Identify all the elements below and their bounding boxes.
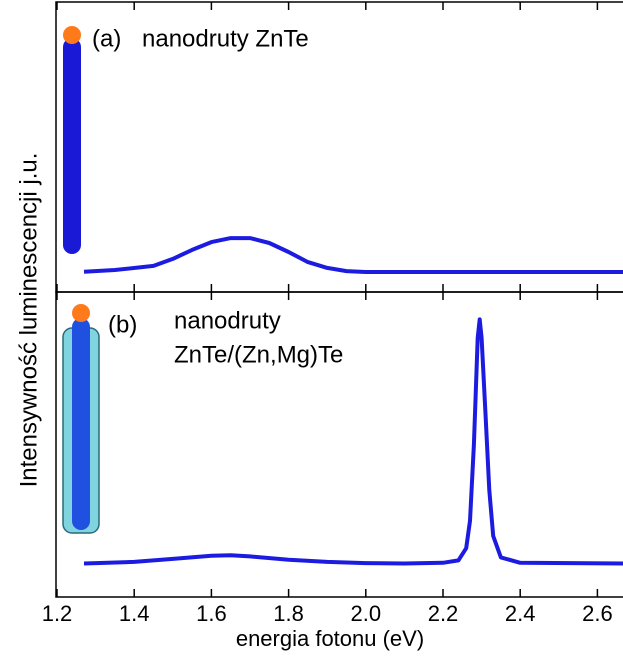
nanowire-icon <box>63 38 81 254</box>
x-tick-label: 2.4 <box>505 601 536 626</box>
nanowire-tip <box>72 304 90 322</box>
nanowire-tip <box>63 26 81 44</box>
x-axis-label: energia fotonu (eV) <box>236 626 424 651</box>
line-series <box>83 236 623 274</box>
x-tick-label: 2.0 <box>351 601 382 626</box>
x-tick-label: 1.8 <box>273 601 304 626</box>
nanowire-icon <box>72 318 90 530</box>
line-series <box>83 317 623 566</box>
x-tick-label: 2.6 <box>582 601 613 626</box>
x-tick-label: 1.4 <box>119 601 150 626</box>
y-axis-label: Intensywność luminescencji j.u. <box>15 153 42 488</box>
annotation: (a) <box>92 25 121 52</box>
annotation: ZnTe/(Zn,Mg)Te <box>174 341 343 368</box>
annotation: (b) <box>108 311 137 338</box>
x-tick-label: 1.6 <box>196 601 227 626</box>
annotation: nanodruty <box>174 307 281 334</box>
panel-frame <box>55 291 623 598</box>
x-tick-label: 2.2 <box>428 601 459 626</box>
annotation: nanodruty ZnTe <box>142 25 309 52</box>
x-tick-label: 1.2 <box>42 601 73 626</box>
